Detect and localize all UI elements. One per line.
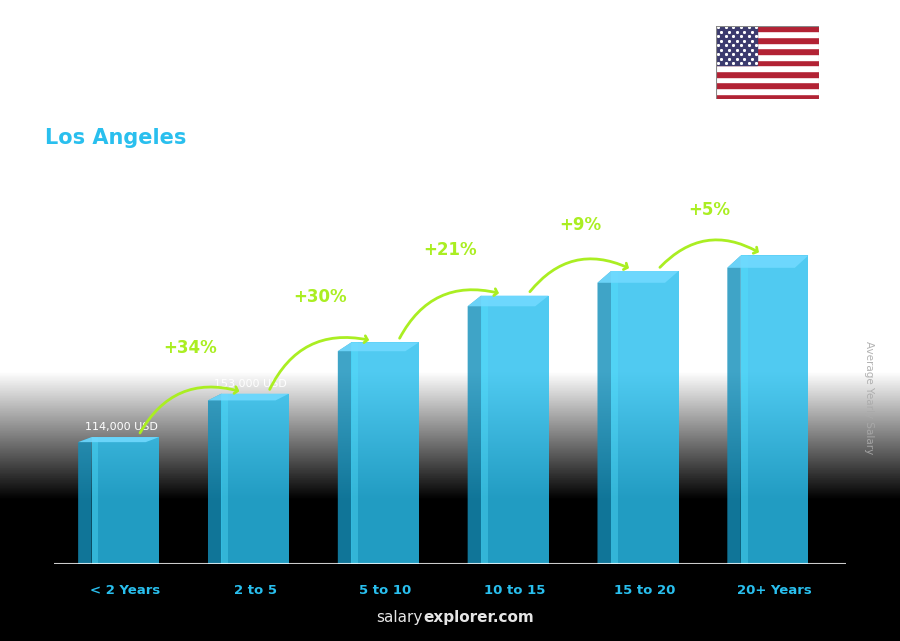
Bar [716, 94, 819, 99]
Text: < 2 Years: < 2 Years [90, 584, 160, 597]
Bar [92, 437, 98, 564]
Polygon shape [598, 271, 611, 564]
Text: 277,000 USD: 277,000 USD [734, 240, 807, 251]
Text: 5 to 10: 5 to 10 [359, 584, 411, 597]
Text: Average Yearly Salary: Average Yearly Salary [863, 341, 874, 454]
Polygon shape [208, 394, 289, 401]
Text: Physician Assistant: Physician Assistant [45, 87, 231, 106]
Text: +9%: +9% [559, 217, 601, 235]
Text: 114,000 USD: 114,000 USD [85, 422, 158, 432]
Bar [741, 256, 748, 564]
Polygon shape [78, 437, 159, 442]
Text: +5%: +5% [688, 201, 731, 219]
Bar [716, 60, 819, 65]
Text: salary: salary [376, 610, 423, 625]
Polygon shape [78, 437, 92, 564]
Bar [741, 256, 808, 564]
Polygon shape [598, 271, 679, 283]
Bar [716, 31, 819, 37]
Text: 241,000 USD: 241,000 USD [474, 281, 547, 290]
Bar [716, 43, 819, 48]
Bar [221, 394, 289, 564]
Polygon shape [468, 296, 482, 564]
Text: 153,000 USD: 153,000 USD [214, 379, 287, 388]
Polygon shape [468, 296, 549, 306]
Bar [92, 437, 159, 564]
Bar [611, 271, 679, 564]
Bar [351, 342, 358, 564]
Text: +34%: +34% [164, 339, 217, 357]
Text: 15 to 20: 15 to 20 [614, 584, 675, 597]
Bar [351, 342, 418, 564]
Text: 199,000 USD: 199,000 USD [345, 328, 418, 337]
Text: 2 to 5: 2 to 5 [234, 584, 276, 597]
Bar [221, 394, 229, 564]
Polygon shape [338, 342, 351, 564]
Bar [716, 37, 819, 43]
Bar [716, 82, 819, 88]
Bar [716, 65, 819, 71]
Polygon shape [727, 256, 808, 268]
Text: 10 to 15: 10 to 15 [484, 584, 545, 597]
Text: explorer.com: explorer.com [423, 610, 534, 625]
Bar [611, 271, 617, 564]
Polygon shape [338, 342, 418, 351]
Text: +21%: +21% [423, 241, 477, 259]
Bar [716, 71, 819, 77]
Bar [482, 296, 549, 564]
Text: Los Angeles: Los Angeles [45, 128, 186, 148]
Polygon shape [727, 256, 741, 564]
Bar [716, 88, 819, 94]
Bar [716, 77, 819, 82]
Bar [716, 26, 757, 65]
Bar [716, 54, 819, 60]
Text: 263,000 USD: 263,000 USD [604, 256, 677, 266]
Bar [716, 26, 819, 31]
Bar [716, 48, 819, 54]
Polygon shape [208, 394, 221, 564]
Text: +30%: +30% [293, 288, 347, 306]
Bar [482, 296, 488, 564]
Text: 20+ Years: 20+ Years [737, 584, 812, 597]
Text: Salary Comparison By Experience: Salary Comparison By Experience [45, 32, 596, 60]
